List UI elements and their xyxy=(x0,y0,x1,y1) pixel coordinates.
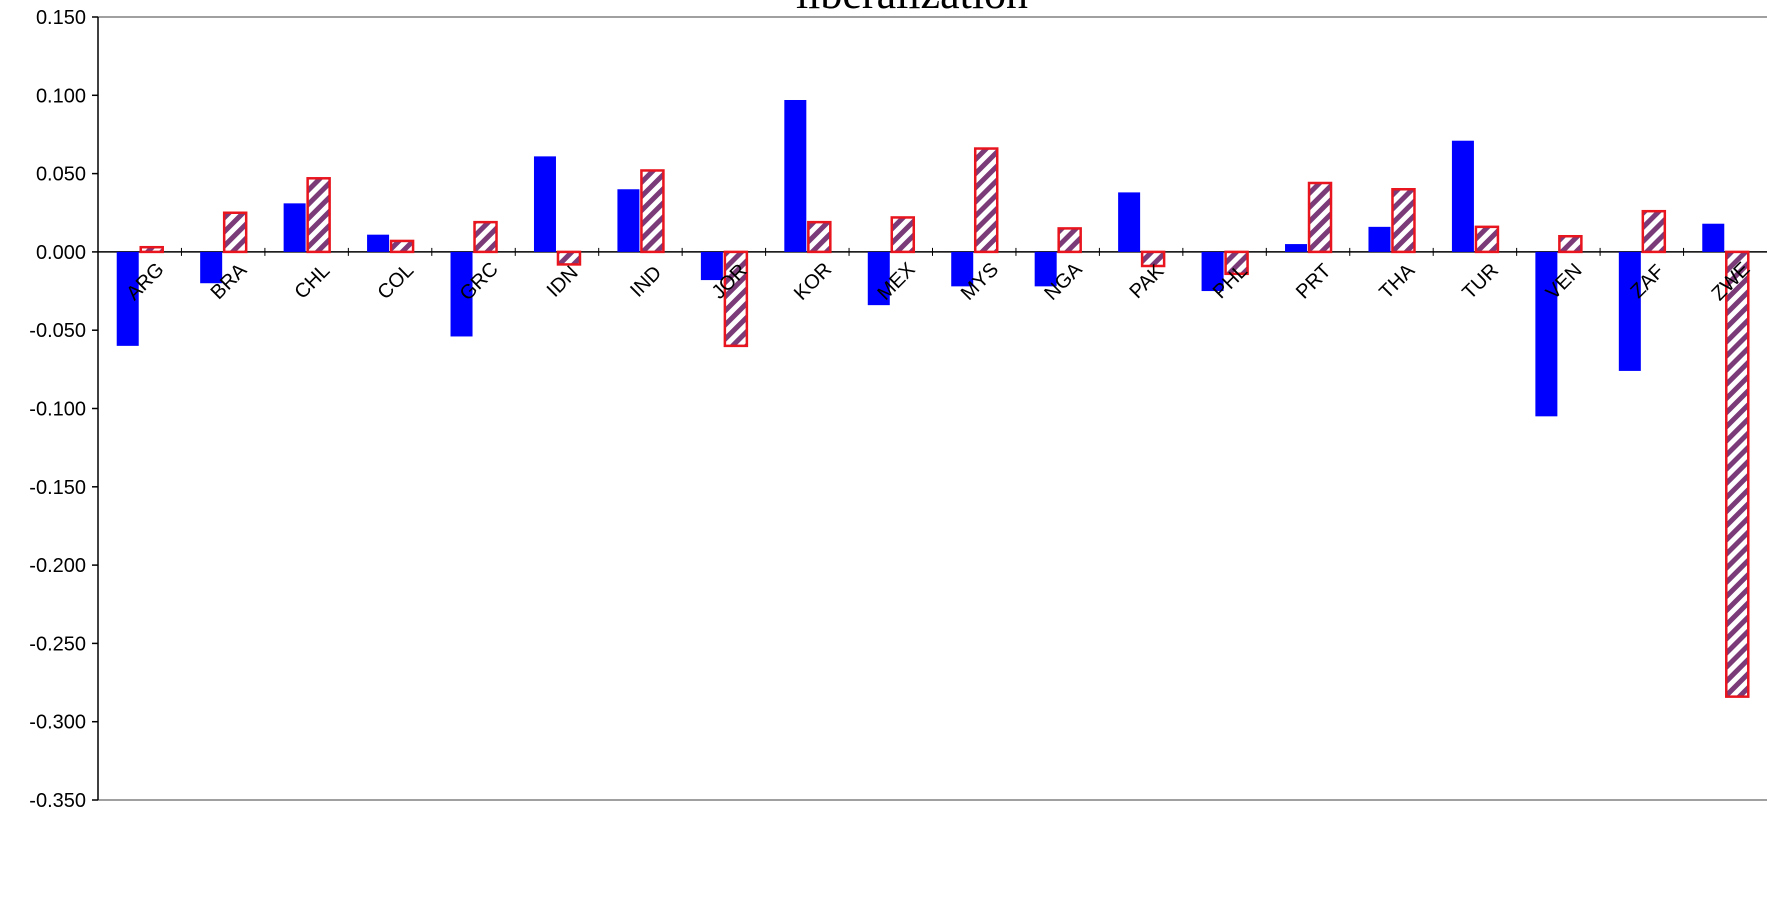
bar-hatched-MYS xyxy=(973,147,999,254)
y-tick-label: 0.100 xyxy=(36,85,86,107)
y-tick-label: 0.150 xyxy=(36,7,86,29)
bar-solid-KOR xyxy=(784,99,807,252)
category-label-IDN: IDN xyxy=(543,262,583,302)
y-tick-label: -0.250 xyxy=(29,633,86,655)
y-tick-label: 0.050 xyxy=(36,164,86,186)
category-label-PRT: PRT xyxy=(1292,260,1336,304)
y-tick-label: -0.300 xyxy=(29,712,86,734)
y-tick-label: -0.150 xyxy=(29,477,86,499)
bar-solid-ZWE xyxy=(1702,223,1725,252)
category-label-TUR: TUR xyxy=(1458,259,1503,304)
bar-hatched-IND xyxy=(640,169,665,254)
bar-solid-COL xyxy=(367,234,390,252)
y-tick-label: -0.350 xyxy=(29,790,86,812)
category-label-COL: COL xyxy=(374,259,419,304)
bar-solid-CHL xyxy=(283,203,306,252)
bar-solid-VEN xyxy=(1535,251,1558,417)
bar-hatched-TUR xyxy=(1474,225,1500,254)
bar-solid-MEX xyxy=(867,251,890,306)
category-label-CHL: CHL xyxy=(290,260,334,304)
bar-hatched-KOR xyxy=(807,220,832,254)
bar-hatched-JOR xyxy=(723,250,749,348)
bar-hatched-COL xyxy=(389,239,415,254)
bar-hatched-ZWE xyxy=(1725,250,1750,698)
bar-hatched-PHL xyxy=(1224,250,1249,276)
bar-solid-JOR xyxy=(700,251,723,281)
y-tick-label: -0.050 xyxy=(29,320,86,342)
bar-hatched-CHL xyxy=(306,177,331,254)
category-label-IND: IND xyxy=(626,262,666,302)
bar-hatched-THA xyxy=(1391,188,1416,254)
bar-hatched-VEN xyxy=(1558,234,1583,254)
bar-solid-IDN xyxy=(533,156,556,252)
bar-hatched-ARG xyxy=(139,245,164,254)
bar-solid-ZAF xyxy=(1618,251,1641,371)
bar-hatched-GRC xyxy=(473,220,498,254)
bar-hatched-PAK xyxy=(1140,250,1166,268)
category-label-THA: THA xyxy=(1375,259,1419,303)
bar-solid-PHL xyxy=(1201,251,1224,292)
bar-hatched-ZAF xyxy=(1641,209,1667,254)
bar-hatched-MEX xyxy=(890,216,916,254)
bar-solid-TUR xyxy=(1451,140,1474,252)
bar-solid-GRC xyxy=(450,251,473,337)
axes: 0.150 0.100 0.050 0.000 -0.050 -0.100 -0.150 -0… xyxy=(29,7,1767,812)
bar-solid-NGA xyxy=(1034,251,1057,287)
bar-hatched-PRT xyxy=(1307,181,1333,254)
y-tick-label: -0.200 xyxy=(29,555,86,577)
bar-solid-PRT xyxy=(1285,244,1308,252)
y-tick-label: 0.000 xyxy=(36,242,86,264)
bars xyxy=(116,99,1750,698)
bar-hatched-IDN xyxy=(556,250,582,266)
bar-solid-MYS xyxy=(951,251,974,287)
chart-title: liberalization xyxy=(796,0,1028,18)
category-label-KOR: KOR xyxy=(790,259,836,305)
bar-hatched-NGA xyxy=(1057,227,1082,254)
bar-solid-BRA xyxy=(200,251,223,284)
y-tick-label: -0.100 xyxy=(29,399,86,421)
category-labels: ARG BRA CHL COL GRC IDN IND JOR KOR MEX MYS NGA PAK P… xyxy=(122,258,1754,305)
bar-solid-ARG xyxy=(116,251,139,346)
bar-solid-PAK xyxy=(1118,192,1141,252)
bar-solid-IND xyxy=(617,189,640,252)
bar-hatched-BRA xyxy=(222,211,248,254)
bar-solid-THA xyxy=(1368,226,1391,252)
